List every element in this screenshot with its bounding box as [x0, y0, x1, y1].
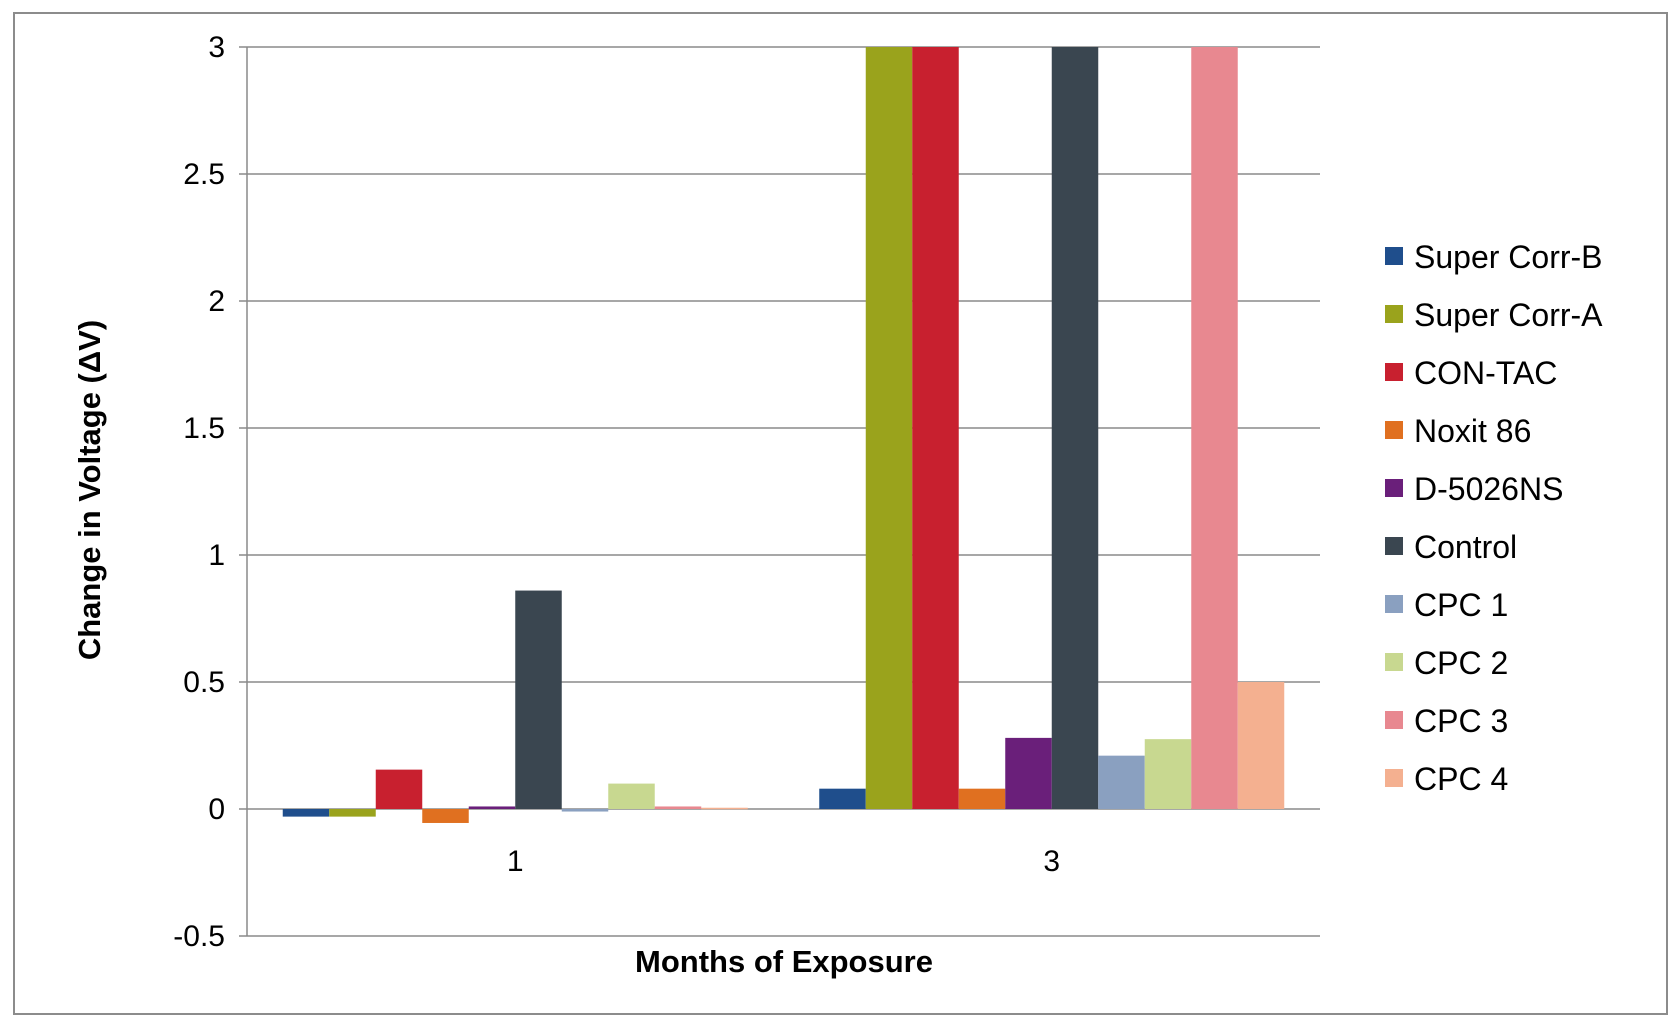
bar-cpc-1-month-3 — [1098, 755, 1145, 809]
y-tick-label: 1 — [208, 539, 225, 572]
legend-label: D-5026NS — [1414, 471, 1563, 507]
y-tick-label: 3 — [208, 31, 225, 64]
bar-super-corr-b-month-3 — [819, 788, 866, 809]
legend-label: Noxit 86 — [1414, 413, 1531, 449]
bar-super-corr-a-month-3 — [865, 47, 913, 809]
legend-label: CPC 4 — [1414, 761, 1508, 797]
bar-con-tac-month-1 — [375, 769, 423, 809]
y-tick-label: 2.5 — [183, 158, 225, 191]
x-axis-title: Months of Exposure — [635, 944, 933, 979]
legend: Super Corr-B Super Corr-A CON-TAC Noxit 86 D… — [1385, 239, 1603, 797]
chart-frame — [13, 12, 1668, 1015]
y-tick-label: 0 — [208, 793, 225, 826]
bar-con-tac-month-3 — [912, 47, 959, 809]
x-tick-label: 1 — [507, 845, 524, 878]
legend-swatch — [1385, 305, 1403, 323]
legend-swatch — [1385, 247, 1403, 265]
bar-cpc-2-month-3 — [1144, 739, 1192, 809]
bar-d-5026ns-month-3 — [1005, 737, 1052, 809]
bar-cpc-3-month-3 — [1191, 47, 1238, 809]
legend-swatch — [1385, 595, 1403, 613]
bar-super-corr-b-month-1 — [282, 809, 330, 817]
bar-super-corr-a-month-1 — [329, 809, 376, 817]
legend-label: CPC 1 — [1414, 587, 1508, 623]
y-tick-label: -0.5 — [173, 920, 225, 953]
legend-swatch — [1385, 769, 1403, 787]
y-tick-label: 0.5 — [183, 666, 225, 699]
bars — [282, 47, 1285, 823]
legend-swatch — [1385, 711, 1403, 729]
legend-swatch — [1385, 653, 1403, 671]
y-tick-label: 1.5 — [183, 412, 225, 445]
bar-cpc-4-month-3 — [1237, 682, 1285, 809]
legend-label: Super Corr-A — [1414, 297, 1603, 333]
legend-swatch — [1385, 363, 1403, 381]
legend-swatch — [1385, 537, 1403, 555]
bar-cpc-2-month-1 — [608, 783, 655, 809]
bar-control-month-1 — [515, 590, 562, 809]
legend-label: CON-TAC — [1414, 355, 1557, 391]
tick-labels: 3 2.5 2 1.5 1 0.5 0 -0.5 1 3 — [173, 31, 1060, 953]
y-tick-label: 2 — [208, 285, 225, 318]
legend-swatch — [1385, 479, 1403, 497]
legend-label: CPC 3 — [1414, 703, 1508, 739]
bar-cpc-3-month-1 — [654, 806, 702, 809]
legend-label: Control — [1414, 529, 1517, 565]
legend-label: CPC 2 — [1414, 645, 1508, 681]
x-tick-label: 3 — [1043, 845, 1060, 878]
legend-label: Super Corr-B — [1414, 239, 1603, 275]
legend-swatch — [1385, 421, 1403, 439]
bar-d-5026ns-month-1 — [468, 806, 516, 809]
bar-cpc-4-month-1 — [701, 807, 748, 810]
bar-noxit-86-month-1 — [422, 809, 469, 823]
bar-control-month-3 — [1051, 47, 1099, 809]
y-axis-title: Change in Voltage (ΔV) — [72, 320, 107, 660]
bar-cpc-1-month-1 — [561, 809, 609, 812]
bar-noxit-86-month-3 — [958, 788, 1006, 809]
